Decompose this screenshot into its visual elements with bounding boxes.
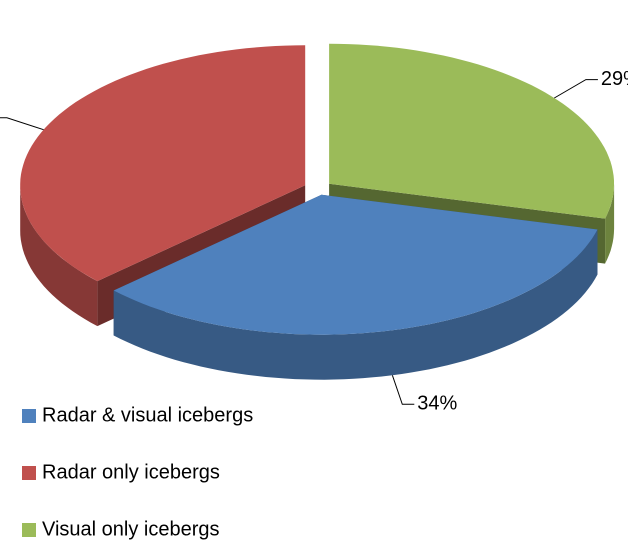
legend-swatch [22,466,36,480]
legend-label: Visual only icebergs [42,518,220,540]
slice-side [605,183,615,264]
legend-label: Radar & visual icebergs [42,404,253,426]
legend-label: Radar only icebergs [42,461,220,483]
legend-swatch [22,409,36,423]
slice [329,43,614,219]
slice [20,45,306,282]
slice [113,194,598,335]
data-label: 29% [601,68,628,90]
slice-side [113,229,598,380]
leader-line [391,375,415,405]
slice-side [20,185,98,327]
leader-line [554,79,598,99]
leader-line [0,117,44,131]
data-label: 34% [417,393,457,415]
legend-swatch [22,523,36,537]
